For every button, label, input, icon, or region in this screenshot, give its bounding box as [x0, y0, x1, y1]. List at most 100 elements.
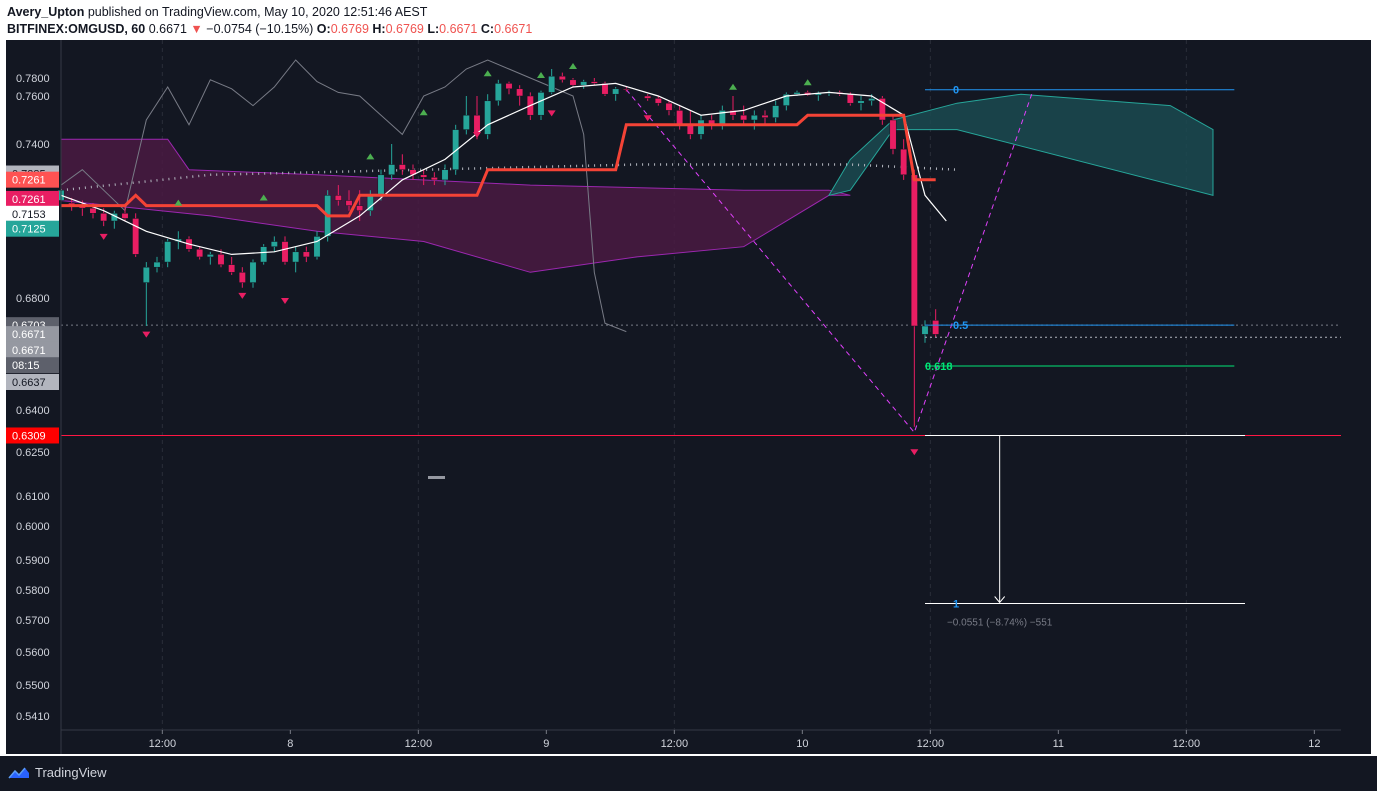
price-tick-label: 0.5700 [16, 615, 50, 627]
last-price: 0.6671 [148, 22, 187, 36]
candle-body [260, 246, 268, 263]
fractal-down-marker [547, 110, 556, 117]
candle-body [772, 105, 780, 118]
fractal-down-marker [142, 331, 151, 338]
time-tick-label: 12:00 [149, 738, 177, 750]
candle-body [89, 207, 97, 214]
candle-body [388, 164, 396, 176]
fib-level-label: 0.618 [925, 361, 953, 373]
price-label-badge [6, 326, 59, 343]
price-label-badge [6, 427, 59, 444]
candle-body [206, 254, 214, 258]
candle-body [740, 114, 748, 121]
candle-body [441, 169, 449, 181]
down-arrow-icon: ▼ [190, 22, 203, 36]
fractal-up-marker [259, 194, 268, 201]
time-tick-label: 12:00 [917, 738, 945, 750]
price-label-text: 0.7261 [12, 194, 46, 206]
candle-body [921, 325, 929, 335]
price-tick-label: 0.5900 [16, 555, 50, 567]
high-value: 0.6769 [385, 22, 424, 36]
candle-body [132, 218, 140, 255]
price-label-text: 0.6671 [12, 345, 46, 357]
candle-body [665, 102, 673, 111]
close-label: C: [480, 22, 495, 36]
candle-body [900, 148, 908, 176]
candle-body [505, 83, 513, 90]
fractal-up-marker [419, 109, 428, 116]
fractal-down-marker [99, 233, 108, 240]
price-tick-label: 0.6800 [16, 293, 50, 305]
time-axis [6, 730, 1371, 754]
high-label: H: [372, 22, 386, 36]
open-label: O: [316, 22, 331, 36]
candle-body [590, 81, 598, 84]
candle-body [121, 213, 129, 219]
candle-body [238, 272, 246, 283]
fractal-up-marker [729, 83, 737, 90]
candle-body [494, 83, 502, 102]
tradingview-cloud-icon [8, 767, 29, 778]
symbol-name[interactable]: BITFINEX:OMGUSD, 60 [7, 22, 146, 36]
candle-body [729, 110, 737, 116]
kijun-line [61, 113, 936, 218]
candle-body [612, 88, 620, 95]
measure-arrow-icon [994, 596, 1006, 604]
fib-level-label: 0.5 [953, 320, 968, 332]
candle-body [292, 251, 300, 263]
price-chart[interactable]: 0 0.5 0.618 1 −0.0551 (−8.74%) −551 0.7800 0.7… [6, 40, 1371, 754]
price-tick-label: 0.5800 [16, 585, 50, 597]
candle-body [676, 110, 684, 126]
time-tick-label: 10 [796, 738, 808, 750]
fib-level-label: 1 [953, 599, 959, 611]
price-tick-label: 0.6250 [16, 447, 50, 459]
price-label-badge [6, 357, 59, 374]
candle-body [622, 88, 630, 91]
price-label-text: 0.6637 [12, 377, 46, 389]
candle-body [516, 88, 524, 97]
candle-body [302, 251, 310, 258]
low-value: 0.6671 [439, 22, 478, 36]
time-tick-label: 12 [1308, 738, 1320, 750]
lagging-span-line [60, 59, 627, 333]
publish-line: Avery_Upton published on TradingView.com… [7, 5, 427, 19]
candle-body [569, 79, 577, 86]
price-label-badge [6, 171, 59, 188]
author-name[interactable]: Avery_Upton [7, 5, 85, 19]
candle-body [910, 174, 918, 327]
candle-body [452, 129, 460, 170]
publish-info: published on TradingView.com, May 10, 20… [87, 5, 428, 19]
candle-body [857, 100, 865, 104]
price-tick-label: 0.6400 [16, 405, 50, 417]
candle-body [782, 93, 790, 106]
price-tick-label: 0.7800 [16, 73, 50, 85]
candle-body [750, 114, 758, 121]
fractal-up-marker [537, 72, 545, 78]
fractal-down-marker [643, 115, 652, 122]
price-label-text: 0.7153 [12, 209, 46, 221]
candle-body [558, 75, 566, 81]
price-label-text: 0.7261 [12, 175, 46, 187]
fractal-up-marker [483, 70, 492, 77]
price-label-text: 0.6309 [12, 430, 46, 442]
price-label-badge [6, 341, 59, 358]
candle-body [697, 119, 705, 135]
candle-body [420, 174, 428, 178]
time-tick-label: 12:00 [1173, 738, 1201, 750]
fib-level-label: 0 [953, 85, 959, 97]
low-label: L: [427, 22, 440, 36]
price-label-badge [6, 374, 59, 390]
candle-body [398, 164, 406, 170]
candle-body [644, 95, 652, 99]
candle-body [462, 114, 470, 130]
candle-body [356, 205, 364, 211]
price-tick-label: 0.6000 [16, 521, 50, 533]
candle-body [217, 254, 225, 265]
candle-body [249, 261, 257, 283]
candle-body [164, 241, 172, 263]
candle-body [601, 83, 609, 95]
candle-body [430, 177, 438, 181]
time-tick-label: 12:00 [661, 738, 689, 750]
tradingview-logo[interactable]: TradingView [7, 765, 107, 780]
price-tick-label: 0.5500 [16, 680, 50, 692]
